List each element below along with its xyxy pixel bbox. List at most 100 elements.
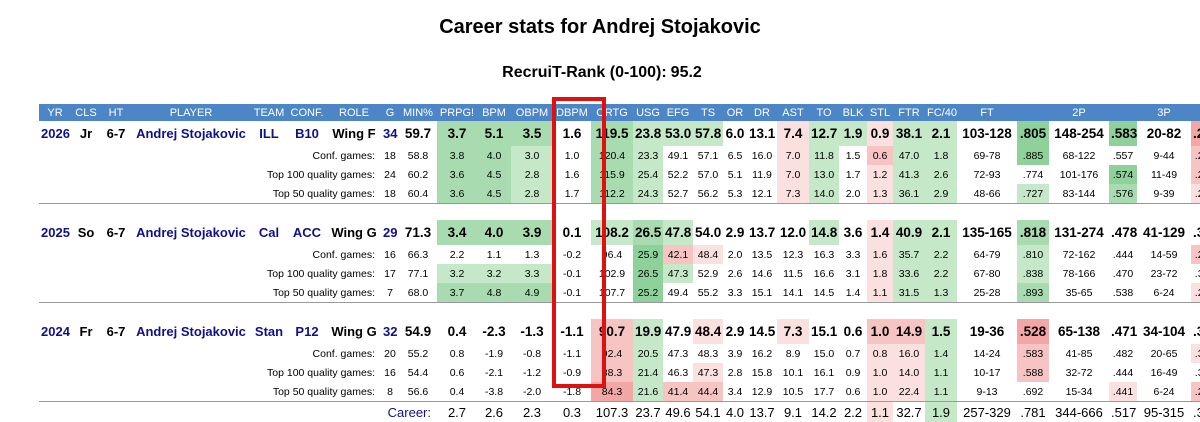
season-year: 2026	[39, 121, 71, 146]
col-yr[interactable]: YR	[39, 104, 71, 121]
col-3p[interactable]: 3P	[1137, 104, 1191, 121]
col-usg[interactable]: USG	[633, 104, 663, 121]
stat-fc40: 1.1	[925, 363, 957, 382]
stat-dr: 14.5	[747, 319, 777, 344]
player-link[interactable]: Andrej Stojakovic	[131, 319, 251, 344]
col-g[interactable]: G	[381, 104, 399, 121]
col-fc40[interactable]: FC/40	[925, 104, 957, 121]
stat-fc40: 2.1	[925, 121, 957, 146]
team-link[interactable]: Cal	[251, 220, 287, 245]
stat-ft: 19-36	[957, 319, 1017, 344]
stat-p3p: .319	[1191, 264, 1200, 283]
stat-ortg: 84.3	[591, 382, 633, 402]
col-team[interactable]: TEAM	[251, 104, 287, 121]
col-conf[interactable]: CONF.	[287, 104, 327, 121]
stat-ftr: 41.3	[893, 165, 925, 184]
stat-p3p: .250	[1191, 382, 1200, 402]
col-2p[interactable]: 2P	[1049, 104, 1109, 121]
stat-p3: 14-59	[1137, 245, 1191, 264]
stat-obpm: -1.2	[511, 363, 553, 382]
player-link[interactable]: Andrej Stojakovic	[131, 220, 251, 245]
col-ortg[interactable]: ORTG	[591, 104, 633, 121]
col-ft-pct[interactable]	[1017, 104, 1049, 121]
career-efg: 49.6	[663, 402, 693, 422]
conference-link[interactable]: ACC	[287, 220, 327, 245]
col-prpg[interactable]: PRPG!	[437, 104, 477, 121]
col-ft[interactable]: FT	[957, 104, 1017, 121]
col-player[interactable]: PLAYER	[131, 104, 251, 121]
spacer-cell	[39, 303, 1200, 320]
col-ts[interactable]: TS	[693, 104, 723, 121]
stat-to: 17.7	[809, 382, 839, 402]
stat-usg: 23.8	[633, 121, 663, 146]
career-dbpm: 0.3	[553, 402, 591, 422]
stat-obpm: 3.9	[511, 220, 553, 245]
stat-bpm: 1.1	[477, 245, 511, 264]
stat-ts: 57.0	[693, 165, 723, 184]
stat-dbpm: 1.0	[553, 146, 591, 165]
col-dr[interactable]: DR	[747, 104, 777, 121]
stat-ortg: 115.9	[591, 165, 633, 184]
stat-bpm: 3.2	[477, 264, 511, 283]
stat-bpm: 4.0	[477, 146, 511, 165]
conference-link[interactable]: P12	[287, 319, 327, 344]
team-link[interactable]: ILL	[251, 121, 287, 146]
stat-to: 15.1	[809, 319, 839, 344]
min-cell: 56.6	[399, 382, 437, 402]
stat-p2: 83-144	[1049, 184, 1109, 204]
player-link[interactable]: Andrej Stojakovic	[131, 121, 251, 146]
stat-to: 11.8	[809, 146, 839, 165]
stat-p3: 6-24	[1137, 283, 1191, 303]
stat-or: 2.8	[723, 363, 747, 382]
games-cell: 7	[381, 283, 399, 303]
stat-stl: 1.0	[867, 363, 893, 382]
team-link[interactable]: Stan	[251, 319, 287, 344]
stat-fc40: 1.5	[925, 319, 957, 344]
stat-ftp: .893	[1017, 283, 1049, 303]
col-to[interactable]: TO	[809, 104, 839, 121]
col-cls[interactable]: CLS	[71, 104, 101, 121]
stat-blk: 3.3	[839, 245, 867, 264]
stat-p2: 68-122	[1049, 146, 1109, 165]
stat-usg: 25.9	[633, 245, 663, 264]
stat-p2: 15-34	[1049, 382, 1109, 402]
col-3p-pct[interactable]	[1191, 104, 1200, 121]
col-ftr[interactable]: FTR	[893, 104, 925, 121]
stat-efg: 49.4	[663, 283, 693, 303]
col-2p-pct[interactable]	[1109, 104, 1137, 121]
stat-dbpm: -0.9	[553, 363, 591, 382]
split-label: Conf. games:	[39, 146, 381, 165]
stat-usg: 26.5	[633, 264, 663, 283]
min-cell: 54.9	[399, 319, 437, 344]
col-stl[interactable]: STL	[867, 104, 893, 121]
stat-ftr: 38.1	[893, 121, 925, 146]
stat-blk: 0.9	[839, 363, 867, 382]
stat-stl: 1.8	[867, 264, 893, 283]
stat-stl: 1.3	[867, 184, 893, 204]
class-cell: Jr	[71, 121, 101, 146]
stat-stl: 0.6	[867, 146, 893, 165]
stat-dbpm: -1.8	[553, 382, 591, 402]
col-dbpm[interactable]: DBPM	[553, 104, 591, 121]
col-efg[interactable]: EFG	[663, 104, 693, 121]
stat-blk: 1.7	[839, 165, 867, 184]
conference-link[interactable]: B10	[287, 121, 327, 146]
col-ht[interactable]: HT	[101, 104, 131, 121]
stat-prpg: 3.2	[437, 264, 477, 283]
stat-efg: 47.8	[663, 220, 693, 245]
games-cell: 32	[381, 319, 399, 344]
col-min[interactable]: MIN%	[399, 104, 437, 121]
col-or[interactable]: OR	[723, 104, 747, 121]
col-role[interactable]: ROLE	[327, 104, 381, 121]
stat-ortg: 92.4	[591, 344, 633, 363]
col-ast[interactable]: AST	[777, 104, 809, 121]
col-blk[interactable]: BLK	[839, 104, 867, 121]
col-bpm[interactable]: BPM	[477, 104, 511, 121]
stat-dr: 16.2	[747, 344, 777, 363]
stat-ft: 14-24	[957, 344, 1017, 363]
stat-p3: 20-82	[1137, 121, 1191, 146]
col-obpm[interactable]: OBPM	[511, 104, 553, 121]
